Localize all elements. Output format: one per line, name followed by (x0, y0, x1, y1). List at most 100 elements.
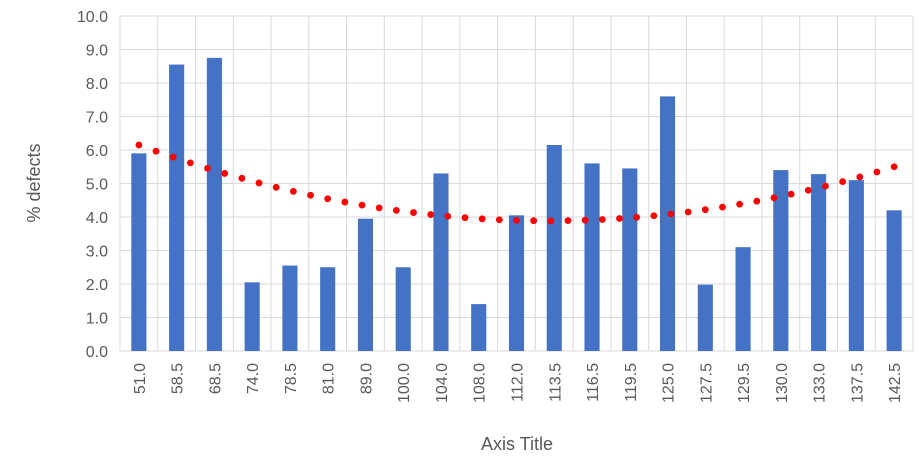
bar (320, 267, 336, 351)
y-axis-ticks: 0.0 1.0 2.0 3.0 4.0 5.0 6.0 7.0 8.0 9.0 10.0 (77, 9, 108, 361)
trendline-dot (873, 168, 881, 176)
bar (282, 265, 298, 351)
trendline-dot (650, 212, 658, 220)
trendline-dot (787, 190, 795, 198)
trendline-dot (358, 201, 366, 209)
x-tick-label: 104.0 (434, 363, 451, 403)
y-tick-label: 0.0 (86, 344, 108, 361)
trendline-dot (324, 195, 332, 203)
bar (206, 57, 222, 351)
trendline-dot (564, 217, 572, 225)
gridlines (119, 15, 914, 352)
y-tick-label: 4.0 (86, 210, 108, 227)
x-tick-label: 89.0 (358, 363, 375, 394)
bar (471, 304, 487, 351)
y-tick-label: 5.0 (86, 177, 108, 194)
trendline-dot (616, 215, 623, 222)
bar (508, 215, 525, 351)
trendline-dot (410, 209, 417, 216)
y-tick-label: 7.0 (86, 110, 108, 127)
trendline-dot (719, 203, 726, 211)
trendline-dot (375, 204, 383, 212)
y-tick-label: 8.0 (86, 76, 108, 93)
x-tick-label: 108.0 (472, 363, 489, 403)
bar (886, 210, 902, 351)
bar (357, 218, 374, 351)
trendline-dot (736, 200, 744, 208)
x-tick-label: 112.0 (510, 363, 527, 402)
y-tick-label: 9.0 (86, 43, 108, 60)
x-tick-label: 130.0 (774, 363, 791, 403)
x-tick-label: 58.5 (170, 363, 187, 394)
bar (773, 170, 789, 351)
bar (244, 282, 260, 351)
x-axis-title: Axis Title (481, 434, 553, 454)
trendline-dot (770, 194, 778, 202)
trendline-dot (633, 213, 641, 221)
x-tick-label: 81.0 (321, 363, 338, 394)
bar (169, 64, 185, 351)
x-tick-label: 125.0 (661, 363, 678, 403)
trendline-dot (890, 163, 898, 171)
x-tick-label: 100.0 (396, 363, 413, 403)
trendline-dot (581, 216, 589, 224)
bar (659, 96, 676, 352)
trendline-dot (169, 153, 177, 161)
bar (131, 153, 147, 351)
trendline-dot (822, 182, 829, 190)
y-tick-label: 3.0 (86, 244, 108, 261)
x-tick-label: 74.0 (245, 363, 262, 394)
trendline-dot (856, 173, 864, 181)
x-axis-ticks: 51.0 58.5 68.5 74.0 78.5 81.0 89.0 100.0 104.0 10… (132, 363, 904, 403)
bar (848, 180, 864, 351)
trendline (135, 141, 898, 225)
x-tick-label: 78.5 (283, 363, 300, 394)
trendline-dot (221, 170, 229, 177)
trendline-dot (513, 216, 520, 224)
trendline-dot (427, 211, 435, 218)
x-tick-label: 137.5 (849, 363, 866, 403)
trendline-dot (478, 215, 486, 223)
trendline-dot (255, 179, 263, 187)
trendline-dot (495, 216, 503, 224)
x-tick-label: 116.5 (585, 363, 602, 402)
trendline-dot (667, 210, 675, 218)
trendline-dot (392, 206, 400, 214)
trendline-dot (547, 217, 555, 225)
trendline-dot (444, 212, 452, 220)
trendline-dot (684, 208, 692, 216)
y-axis-title: % defects (24, 143, 44, 222)
bar (395, 267, 411, 351)
x-tick-label: 129.5 (736, 363, 753, 403)
x-tick-label: 51.0 (132, 363, 149, 394)
x-tick-label: 68.5 (207, 363, 224, 394)
trendline-dot (839, 178, 847, 186)
trendline-dot (341, 198, 349, 206)
x-tick-label: 127.5 (698, 363, 715, 403)
bar (546, 144, 562, 351)
bar (735, 247, 751, 351)
trendline-dot (701, 206, 709, 214)
bar (622, 168, 638, 351)
trendline-dot (804, 186, 812, 194)
trendline-dot (753, 197, 761, 205)
x-tick-label: 119.5 (623, 363, 640, 402)
trendline-dot (238, 174, 246, 182)
bars (131, 57, 902, 352)
y-tick-label: 10.0 (77, 9, 108, 26)
y-tick-label: 2.0 (86, 277, 108, 294)
y-tick-label: 1.0 (86, 311, 108, 328)
trendline-dot (598, 216, 606, 223)
x-tick-label: 133.0 (812, 363, 829, 403)
trendline-dot (530, 217, 538, 225)
trendline-dot (289, 187, 297, 195)
trendline-dot (307, 191, 314, 199)
bar (584, 163, 600, 351)
trendline-dot (461, 214, 469, 222)
trendline-dot (135, 141, 143, 149)
x-tick-label: 142.5 (887, 363, 904, 403)
bar (811, 174, 827, 351)
x-tick-label: 113.5 (547, 363, 564, 402)
y-tick-label: 6.0 (86, 143, 108, 160)
